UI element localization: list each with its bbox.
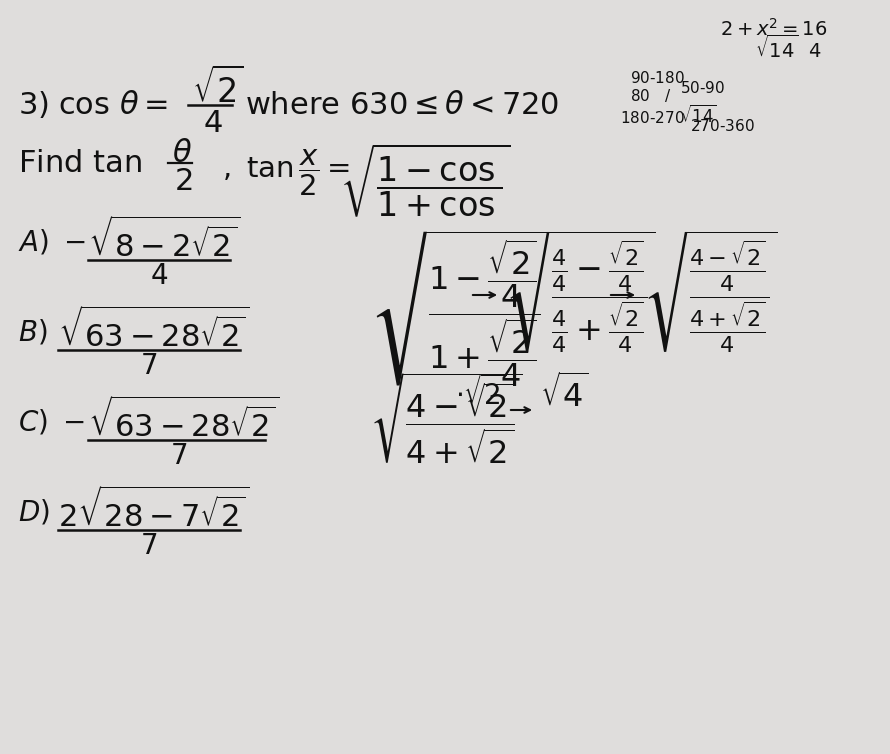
Text: $2+x^2=16$: $2+x^2=16$ (720, 18, 828, 40)
Text: $\sqrt{8-2\sqrt{2}}$: $\sqrt{8-2\sqrt{2}}$ (88, 218, 241, 264)
Text: $50\text{-}90$: $50\text{-}90$ (680, 80, 725, 96)
Text: $4$: $4$ (203, 108, 222, 139)
Text: $7$: $7$ (140, 353, 158, 380)
Text: $\cos\,\theta =$: $\cos\,\theta =$ (58, 90, 168, 121)
Text: $\cdot\sqrt{2}$: $\cdot\sqrt{2}$ (455, 375, 506, 411)
Text: $4$: $4$ (150, 263, 168, 290)
Text: $270\text{-}360$: $270\text{-}360$ (690, 118, 755, 134)
Text: $\theta$: $\theta$ (172, 138, 192, 169)
Text: $\sqrt{\dfrac{1-\cos}{1+\cos}}$: $\sqrt{\dfrac{1-\cos}{1+\cos}}$ (340, 142, 511, 219)
Text: $\sqrt{\dfrac{1-\dfrac{\sqrt{2}}{4}}{1+\dfrac{\sqrt{2}}{4}}}$: $\sqrt{\dfrac{1-\dfrac{\sqrt{2}}{4}}{1+\… (370, 228, 548, 388)
Text: $C)\ -$: $C)\ -$ (18, 408, 85, 437)
Text: $\sqrt{2}$: $\sqrt{2}$ (192, 68, 244, 110)
Text: $2\sqrt{28-7\sqrt{2}}$: $2\sqrt{28-7\sqrt{2}}$ (58, 488, 249, 534)
Text: $7$: $7$ (170, 443, 187, 470)
Text: $,\ \tan\dfrac{x}{2}=$: $,\ \tan\dfrac{x}{2}=$ (222, 148, 350, 198)
Text: $90\text{-}180$: $90\text{-}180$ (630, 70, 685, 86)
Text: $180\text{-}270$: $180\text{-}270$ (620, 110, 684, 126)
Text: $\mathrm{where}\ 630 \leq \theta < 720$: $\mathrm{where}\ 630 \leq \theta < 720$ (245, 90, 559, 121)
Text: $\sqrt{63-28\sqrt{2}}$: $\sqrt{63-28\sqrt{2}}$ (88, 398, 279, 444)
Text: $7$: $7$ (140, 533, 158, 560)
Text: $D)$: $D)$ (18, 498, 50, 527)
Text: $A)\ -$: $A)\ -$ (18, 228, 86, 257)
Text: $3)$: $3)$ (18, 90, 49, 121)
Text: $80\ \ \ /$: $80\ \ \ /$ (630, 87, 671, 104)
Text: $\sqrt{14}$: $\sqrt{14}$ (680, 105, 717, 127)
Text: $\sqrt{\dfrac{\frac{4-\sqrt{2}}{4}}{\frac{4+\sqrt{2}}{4}}}$: $\sqrt{\dfrac{\frac{4-\sqrt{2}}{4}}{\fra… (643, 228, 778, 354)
Text: $\mathrm{Find}\ \tan$: $\mathrm{Find}\ \tan$ (18, 148, 142, 179)
Text: $\sqrt{\dfrac{\frac{4}{4}-\frac{\sqrt{2}}{4}}{\frac{4}{4}+\frac{\sqrt{2}}{4}}}$: $\sqrt{\dfrac{\frac{4}{4}-\frac{\sqrt{2}… (505, 228, 655, 354)
Text: $B)$: $B)$ (18, 318, 47, 347)
Text: $\sqrt{14}\ \ 4$: $\sqrt{14}\ \ 4$ (755, 35, 822, 63)
Text: $\sqrt{63-28\sqrt{2}}$: $\sqrt{63-28\sqrt{2}}$ (58, 308, 249, 354)
Text: $\sqrt{\dfrac{4-\sqrt{2}}{4+\sqrt{2}}}$: $\sqrt{\dfrac{4-\sqrt{2}}{4+\sqrt{2}}}$ (370, 370, 522, 466)
Text: $2$: $2$ (174, 166, 192, 197)
Text: $\sqrt{4}$: $\sqrt{4}$ (540, 375, 589, 415)
